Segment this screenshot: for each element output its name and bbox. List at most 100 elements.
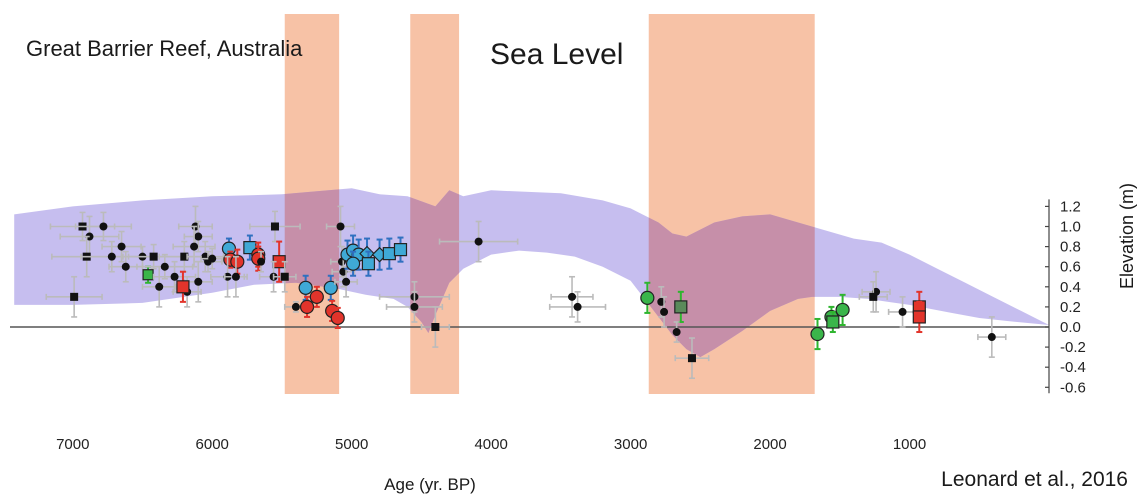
data-point-20 (200, 247, 225, 270)
marker-square (180, 252, 189, 261)
marker-circle (640, 290, 655, 305)
marker-circle (170, 272, 179, 281)
marker-square (869, 292, 878, 301)
data-point-70 (810, 317, 825, 351)
x-tick-label: 6000 (196, 436, 229, 453)
y-tick-label: 0.8 (1060, 239, 1081, 256)
data-point-57 (393, 236, 408, 263)
data-point-17 (172, 225, 216, 268)
data-points (45, 205, 1007, 380)
citation: Leonard et al., 2016 (941, 468, 1128, 491)
data-point-68 (672, 321, 681, 343)
y-tick-label: -0.4 (1060, 359, 1086, 376)
x-tick-label: 2000 (753, 436, 786, 453)
data-point-72 (826, 310, 840, 334)
data-point-44 (330, 306, 345, 330)
data-point-42 (323, 274, 338, 301)
x-tick-label: 5000 (335, 436, 368, 453)
chart-text: Great Barrier Reef, Australia Sea Level … (26, 36, 1137, 494)
y-tick-label: -0.2 (1060, 339, 1086, 356)
x-tick-label: 3000 (614, 436, 647, 453)
marker-square (70, 292, 79, 301)
marker-square (382, 247, 396, 261)
x-tick-label: 7000 (56, 436, 89, 453)
marker-square (280, 272, 289, 281)
marker-circle (342, 277, 351, 286)
y-tick-label: 0.6 (1060, 259, 1081, 276)
marker-circle (660, 307, 669, 316)
data-point-27 (230, 248, 245, 275)
marker-circle (345, 256, 361, 271)
marker-cross (142, 269, 154, 281)
x-tick-label: 1000 (893, 436, 926, 453)
data-point-73 (835, 293, 850, 326)
marker-square (393, 243, 408, 257)
data-point-62 (550, 275, 594, 318)
marker-circle (194, 277, 203, 286)
x-tick-label: 4000 (474, 436, 507, 453)
data-point-7 (108, 250, 144, 283)
marker-circle (257, 257, 266, 266)
data-point-12 (136, 253, 194, 280)
marker-circle (107, 252, 116, 261)
data-point-63 (548, 291, 607, 323)
marker-circle (336, 222, 345, 231)
data-point-41 (309, 285, 324, 308)
data-point-35 (272, 240, 286, 283)
chart-title: Sea Level (490, 38, 623, 71)
marker-square (361, 257, 376, 271)
y-axis-label: Elevation (m) (1117, 183, 1137, 289)
y-tick-label: 0.0 (1060, 319, 1081, 336)
data-point-64 (640, 281, 655, 314)
data-point-75 (858, 280, 889, 313)
data-point-45 (325, 205, 356, 248)
data-point-39 (298, 274, 313, 301)
marker-circle (99, 222, 108, 231)
marker-circle (330, 310, 345, 326)
data-point-67 (674, 290, 688, 323)
data-point-37 (272, 260, 297, 293)
marker-circle (309, 289, 324, 304)
marker-circle (190, 242, 199, 251)
data-point-78 (912, 300, 926, 334)
marker-square (687, 354, 696, 363)
y-tick-label: 1.0 (1060, 219, 1081, 236)
marker-circle (810, 326, 825, 342)
chart-subtitle: Great Barrier Reef, Australia (26, 36, 303, 61)
data-point-69 (674, 337, 710, 380)
data-point-79 (977, 316, 1007, 358)
data-point-59 (385, 291, 444, 323)
y-tick-label: 0.2 (1060, 299, 1081, 316)
data-point-76 (887, 296, 918, 328)
axes: 1.2 1.0 0.8 0.6 0.4 0.2 0.0 -0.2 -0.4 -0.6 7000 600… (10, 198, 1086, 453)
y-tick-label: 1.2 (1060, 198, 1081, 215)
marker-circle (160, 262, 169, 271)
marker-circle (298, 280, 313, 295)
y-tick-label: -0.6 (1060, 379, 1086, 396)
marker-square (431, 323, 440, 331)
marker-circle (323, 280, 338, 295)
marker-square (826, 315, 840, 329)
marker-circle (121, 262, 130, 271)
sea-level-envelope (14, 188, 1050, 358)
data-point-23 (176, 270, 190, 303)
marker-circle (194, 232, 203, 241)
x-axis-label: Age (yr. BP) (384, 475, 476, 494)
data-point-24 (45, 275, 103, 318)
marker-circle (230, 254, 245, 269)
marker-square (149, 252, 158, 261)
marker-circle (410, 302, 419, 311)
marker-circle (208, 254, 217, 263)
data-point-52 (345, 250, 361, 277)
marker-circle (898, 307, 907, 316)
data-point-40 (299, 295, 315, 318)
marker-square (674, 300, 688, 314)
data-point-33 (257, 250, 266, 273)
marker-circle (573, 302, 582, 311)
marker-square (176, 280, 190, 294)
marker-circle (474, 237, 483, 246)
data-point-66 (660, 296, 669, 328)
marker-circle (231, 272, 240, 281)
